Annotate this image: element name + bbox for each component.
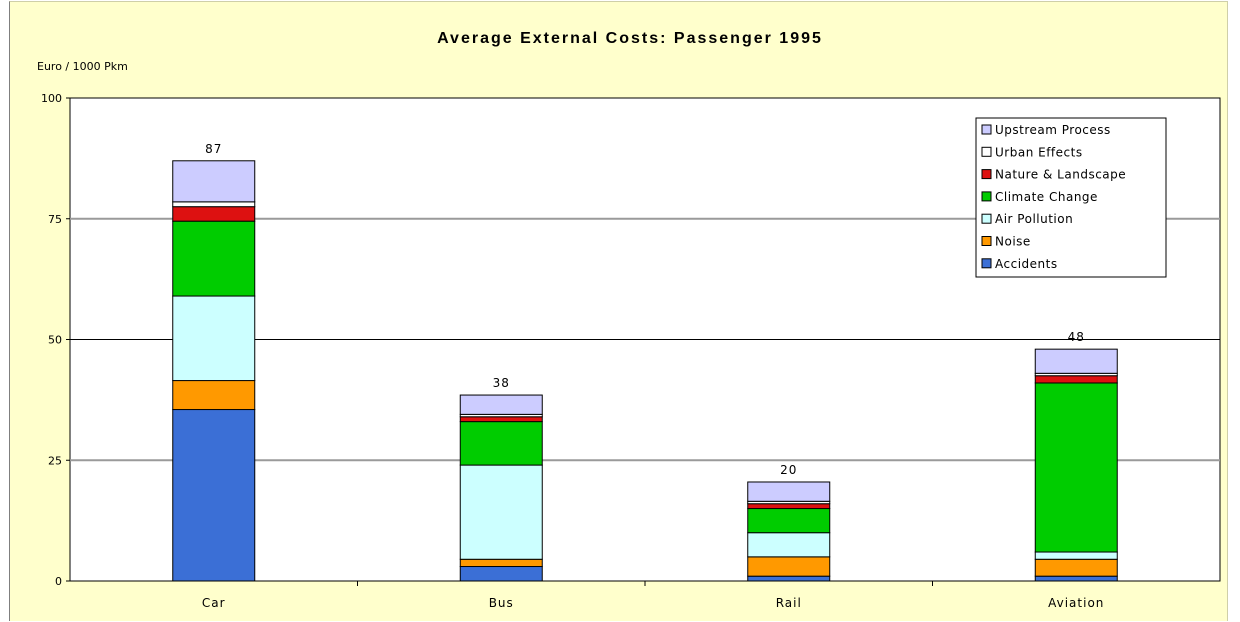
bar-car-nature-landscape <box>172 206 256 222</box>
total-label-car: 87 <box>205 142 222 156</box>
legend-swatch-noise <box>981 236 992 246</box>
bar-rail-upstream-process <box>747 481 831 502</box>
bar-car-noise <box>172 380 256 411</box>
category-label-rail: Rail <box>776 596 802 610</box>
legend-label-nature-landscape: Nature & Landscape <box>995 168 1126 182</box>
y-tick-label-100: 100 <box>41 92 62 105</box>
y-axis-ticks: 0 25 50 75 100 <box>41 92 70 588</box>
bar-aviation-noise <box>1034 558 1118 577</box>
chart-title: Average External Costs: Passenger 1995 <box>437 30 823 47</box>
category-label-aviation: Aviation <box>1048 596 1104 610</box>
total-label-aviation: 48 <box>1068 330 1085 344</box>
y-tick-label-50: 50 <box>48 334 62 347</box>
bar-bus-noise <box>459 558 543 568</box>
bar-rail-accidents <box>747 575 831 582</box>
y-axis-unit-label: Euro / 1000 Pkm <box>37 60 128 73</box>
legend: Upstream Process Urban Effects Nature & La… <box>975 117 1167 278</box>
bar-aviation-climate-change <box>1034 382 1118 553</box>
bar-car-accidents <box>172 409 256 582</box>
bar-rail-nature-landscape <box>747 503 831 510</box>
legend-label-upstream-process: Upstream Process <box>995 123 1111 137</box>
legend-swatch-upstream-process <box>981 124 992 135</box>
bar-bus-nature-landscape <box>459 416 543 423</box>
bar-bus-air-pollution <box>459 464 543 560</box>
y-tick-label-25: 25 <box>48 454 62 467</box>
legend-label-accidents: Accidents <box>995 257 1058 271</box>
bar-bus-climate-change <box>459 421 543 466</box>
y-tick-label-75: 75 <box>48 213 62 226</box>
bar-bus-accidents <box>459 566 543 582</box>
bar-rail-climate-change <box>747 508 831 534</box>
bars <box>172 160 1118 582</box>
total-label-bus: 38 <box>493 376 510 390</box>
legend-label-air-pollution: Air Pollution <box>995 212 1073 226</box>
legend-swatch-accidents <box>981 258 992 269</box>
total-labels: 87 38 20 48 <box>205 142 1085 477</box>
bar-aviation-nature-landscape <box>1034 375 1118 384</box>
bar-bus-upstream-process <box>459 394 543 415</box>
bar-car-urban-effects <box>172 201 256 208</box>
bar-car-upstream-process <box>172 160 256 203</box>
bar-aviation-air-pollution <box>1034 551 1118 560</box>
legend-label-urban-effects: Urban Effects <box>995 145 1083 159</box>
legend-swatch-air-pollution <box>981 213 992 224</box>
legend-swatch-urban-effects <box>981 146 992 157</box>
bar-car-climate-change <box>172 220 256 297</box>
bar-car-air-pollution <box>172 295 256 382</box>
bar-rail-noise <box>747 556 831 577</box>
legend-swatch-nature-landscape <box>981 169 992 180</box>
x-axis: Car Bus Rail Aviation <box>202 581 1104 610</box>
legend-swatch-climate-change <box>981 191 992 202</box>
bar-aviation-accidents <box>1034 575 1118 582</box>
category-label-car: Car <box>202 596 226 610</box>
bar-rail-air-pollution <box>747 532 831 558</box>
total-label-rail: 20 <box>780 463 797 477</box>
category-label-bus: Bus <box>489 596 514 610</box>
y-tick-label-0: 0 <box>55 575 62 588</box>
legend-label-climate-change: Climate Change <box>995 190 1098 204</box>
bar-aviation-upstream-process <box>1034 348 1118 374</box>
legend-box <box>975 117 1167 278</box>
legend-label-noise: Noise <box>995 235 1031 249</box>
